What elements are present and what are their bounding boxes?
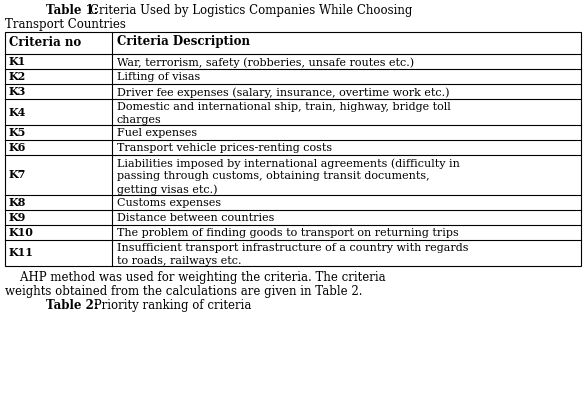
- Text: Lifting of visas: Lifting of visas: [117, 72, 200, 82]
- Text: Customs expenses: Customs expenses: [117, 198, 221, 208]
- Text: K4: K4: [9, 107, 26, 117]
- Text: Criteria no: Criteria no: [9, 36, 81, 49]
- Text: The problem of finding goods to transport on returning trips: The problem of finding goods to transpor…: [117, 228, 458, 238]
- Bar: [5, 32, 581, 266]
- Text: AHP method was used for weighting the criteria. The criteria: AHP method was used for weighting the cr…: [5, 271, 386, 284]
- Text: K6: K6: [9, 142, 26, 153]
- Text: K5: K5: [9, 127, 26, 138]
- Text: Insufficient transport infrastructure of a country with regards
to roads, railwa: Insufficient transport infrastructure of…: [117, 243, 468, 266]
- Text: War, terrorism, safety (robberies, unsafe routes etc.): War, terrorism, safety (robberies, unsaf…: [117, 57, 414, 67]
- Text: Domestic and international ship, train, highway, bridge toll
charges: Domestic and international ship, train, …: [117, 102, 450, 125]
- Text: K10: K10: [9, 227, 34, 238]
- Text: Liabilities imposed by international agreements (difficulty in
passing through c: Liabilities imposed by international agr…: [117, 158, 459, 195]
- Text: Transport Countries: Transport Countries: [5, 18, 126, 31]
- Text: Priority ranking of criteria: Priority ranking of criteria: [90, 299, 251, 312]
- Text: K8: K8: [9, 197, 26, 208]
- Text: Table 2:: Table 2:: [46, 299, 98, 312]
- Text: weights obtained from the calculations are given in Table 2.: weights obtained from the calculations a…: [5, 285, 363, 298]
- Text: K7: K7: [9, 170, 26, 180]
- Text: Table 1:: Table 1:: [46, 4, 98, 17]
- Text: K9: K9: [9, 212, 26, 223]
- Text: Fuel expenses: Fuel expenses: [117, 128, 197, 138]
- Text: K11: K11: [9, 247, 34, 259]
- Text: Criteria Used by Logistics Companies While Choosing: Criteria Used by Logistics Companies Whi…: [90, 4, 413, 17]
- Text: Criteria Description: Criteria Description: [117, 35, 250, 48]
- Text: Driver fee expenses (salary, insurance, overtime work etc.): Driver fee expenses (salary, insurance, …: [117, 87, 449, 97]
- Text: Transport vehicle prices-renting costs: Transport vehicle prices-renting costs: [117, 143, 332, 153]
- Text: Distance between countries: Distance between countries: [117, 213, 274, 223]
- Text: K2: K2: [9, 71, 26, 82]
- Text: K1: K1: [9, 56, 26, 67]
- Text: K3: K3: [9, 86, 26, 97]
